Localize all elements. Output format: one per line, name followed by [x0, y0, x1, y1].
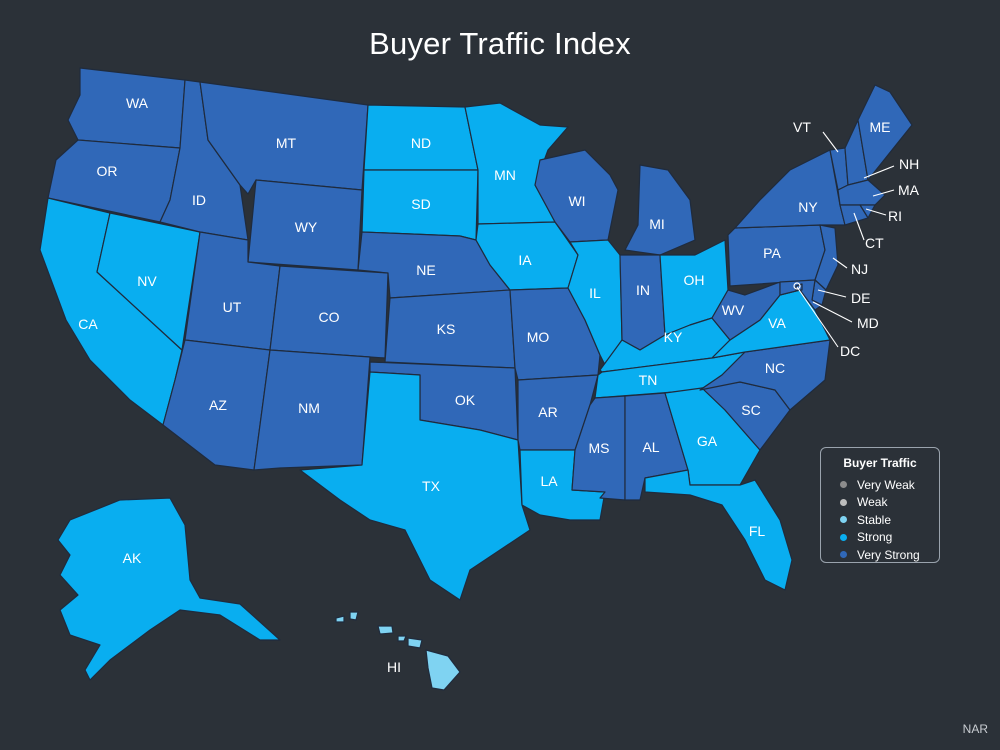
state-mi[interactable]: [624, 164, 696, 256]
state-label-mo: MO: [527, 329, 550, 345]
state-label-va: VA: [768, 315, 786, 331]
state-label-mi: MI: [649, 216, 665, 232]
legend-swatch: [840, 498, 847, 506]
state-nm[interactable]: [253, 349, 371, 471]
state-label-ga: GA: [697, 433, 718, 449]
state-label-az: AZ: [209, 397, 227, 413]
state-label-fl: FL: [749, 523, 766, 539]
state-label-nd: ND: [411, 135, 431, 151]
legend-item: Weak: [821, 494, 939, 512]
legend-item: Very Strong: [821, 546, 939, 564]
state-label-la: LA: [540, 473, 558, 489]
state-label-nc: NC: [765, 360, 785, 376]
state-label-wi: WI: [568, 193, 585, 209]
state-label-ny: NY: [798, 199, 818, 215]
state-label-ne: NE: [416, 262, 435, 278]
state-label-mn: MN: [494, 167, 516, 183]
state-label-ma: MA: [898, 182, 920, 198]
state-label-co: CO: [319, 309, 340, 325]
state-label-dc: DC: [840, 343, 860, 359]
legend-swatch: [840, 481, 847, 489]
legend-title: Buyer Traffic: [843, 456, 917, 470]
state-label-al: AL: [642, 439, 659, 455]
state-label-ca: CA: [78, 316, 98, 332]
state-label-ri: RI: [888, 208, 902, 224]
state-label-oh: OH: [684, 272, 705, 288]
state-ny[interactable]: [734, 149, 846, 229]
state-label-ct: CT: [865, 235, 884, 251]
state-label-il: IL: [589, 285, 601, 301]
legend-label: Weak: [857, 495, 888, 510]
legend-item: Stable: [821, 511, 939, 529]
state-in[interactable]: [619, 254, 666, 351]
state-il[interactable]: [567, 239, 623, 366]
state-hi[interactable]: [335, 611, 461, 691]
legend-swatch: [840, 533, 847, 541]
source-label: NAR: [962, 722, 988, 736]
state-label-sc: SC: [741, 402, 760, 418]
state-label-ut: UT: [223, 299, 242, 315]
state-label-de: DE: [851, 290, 870, 306]
state-label-ky: KY: [664, 329, 683, 345]
legend-label: Strong: [857, 530, 893, 545]
legend-label: Very Strong: [857, 547, 920, 562]
state-label-nv: NV: [137, 273, 157, 289]
state-ct[interactable]: [839, 204, 869, 226]
state-label-md: MD: [857, 315, 879, 331]
state-label-wa: WA: [126, 95, 149, 111]
state-md[interactable]: [779, 279, 823, 311]
state-label-nh: NH: [899, 156, 919, 172]
state-label-wv: WV: [722, 302, 745, 318]
state-label-ok: OK: [455, 392, 476, 408]
state-fl[interactable]: [644, 469, 793, 591]
legend-label: Stable: [857, 512, 892, 527]
state-label-in: IN: [636, 282, 650, 298]
state-label-wy: WY: [295, 219, 318, 235]
legend-swatch: [840, 551, 847, 559]
state-ak[interactable]: [57, 497, 281, 681]
legend-item: Strong: [821, 529, 939, 547]
state-label-ar: AR: [538, 404, 557, 420]
state-label-vt: VT: [793, 119, 811, 135]
state-label-mt: MT: [276, 135, 297, 151]
state-label-ia: IA: [518, 252, 532, 268]
state-label-tn: TN: [639, 372, 658, 388]
callout-lines: [793, 131, 895, 348]
state-ms[interactable]: [571, 395, 626, 501]
state-label-ak: AK: [123, 550, 142, 566]
state-label-pa: PA: [763, 245, 781, 261]
state-label-ks: KS: [437, 321, 456, 337]
state-label-or: OR: [97, 163, 118, 179]
legend-swatch: [840, 516, 847, 524]
state-label-hi: HI: [387, 659, 401, 675]
state-label-me: ME: [870, 119, 891, 135]
state-label-nm: NM: [298, 400, 320, 416]
legend: Buyer Traffic Very Weak Weak Stable Strong V…: [820, 447, 940, 563]
state-label-id: ID: [192, 192, 206, 208]
map-title: Buyer Traffic Index: [369, 26, 631, 61]
state-label-ms: MS: [589, 440, 610, 456]
state-label-sd: SD: [411, 196, 430, 212]
state-label-tx: TX: [422, 478, 441, 494]
legend-item: Very Weak: [821, 476, 939, 494]
state-tx[interactable]: [299, 371, 531, 601]
legend-label: Very Weak: [857, 477, 915, 492]
state-label-nj: NJ: [851, 261, 868, 277]
